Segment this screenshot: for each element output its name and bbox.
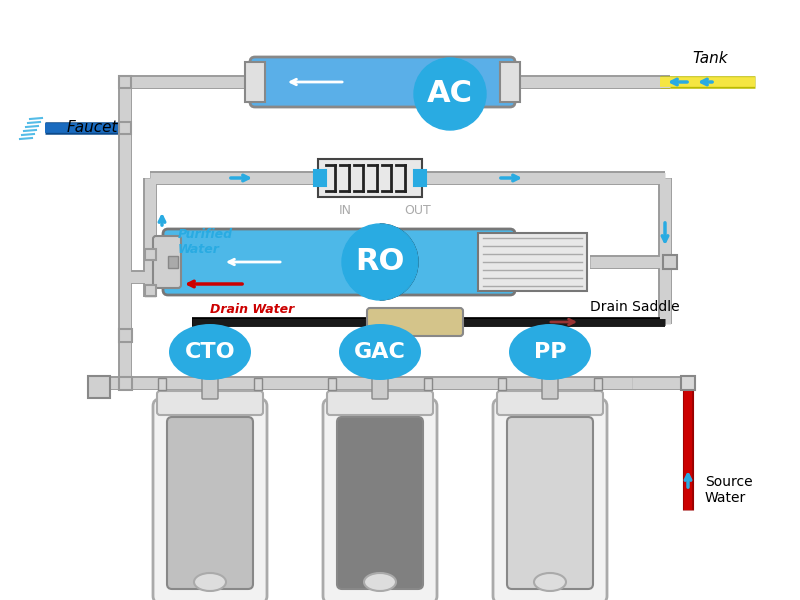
Bar bbox=[424, 378, 432, 390]
Text: OUT: OUT bbox=[405, 204, 431, 217]
Text: Drain Water: Drain Water bbox=[210, 303, 294, 316]
Ellipse shape bbox=[339, 324, 421, 380]
Ellipse shape bbox=[509, 324, 591, 380]
FancyBboxPatch shape bbox=[250, 57, 515, 107]
Text: PP: PP bbox=[534, 342, 566, 362]
Bar bbox=[681, 376, 695, 390]
Text: RO: RO bbox=[355, 247, 405, 277]
Bar bbox=[119, 76, 131, 88]
Bar bbox=[498, 378, 506, 390]
Circle shape bbox=[414, 58, 486, 130]
Text: AC: AC bbox=[427, 79, 473, 109]
Circle shape bbox=[342, 224, 418, 300]
FancyBboxPatch shape bbox=[153, 236, 181, 288]
Bar bbox=[119, 377, 132, 390]
FancyBboxPatch shape bbox=[167, 417, 253, 589]
Text: Source
Water: Source Water bbox=[705, 475, 753, 505]
FancyBboxPatch shape bbox=[478, 233, 587, 291]
Bar bbox=[119, 122, 131, 134]
Ellipse shape bbox=[169, 324, 251, 380]
FancyBboxPatch shape bbox=[157, 391, 263, 415]
Bar bbox=[314, 170, 326, 186]
Bar bbox=[328, 378, 336, 390]
FancyBboxPatch shape bbox=[337, 417, 423, 589]
Text: Purified
Water: Purified Water bbox=[178, 228, 233, 256]
Text: IN: IN bbox=[338, 204, 351, 217]
Text: Drain Saddle: Drain Saddle bbox=[590, 300, 680, 314]
Bar bbox=[145, 249, 156, 260]
Bar bbox=[414, 170, 426, 186]
Bar bbox=[254, 378, 262, 390]
Text: Tank: Tank bbox=[692, 51, 728, 66]
FancyBboxPatch shape bbox=[497, 391, 603, 415]
Ellipse shape bbox=[364, 573, 396, 591]
Wedge shape bbox=[380, 224, 418, 300]
FancyBboxPatch shape bbox=[163, 229, 515, 295]
FancyBboxPatch shape bbox=[493, 399, 607, 600]
FancyBboxPatch shape bbox=[318, 159, 422, 197]
FancyBboxPatch shape bbox=[507, 417, 593, 589]
Bar bbox=[145, 285, 156, 296]
FancyBboxPatch shape bbox=[323, 399, 437, 600]
Bar bbox=[168, 256, 178, 268]
Text: CTO: CTO bbox=[185, 342, 235, 362]
FancyBboxPatch shape bbox=[372, 363, 388, 399]
Ellipse shape bbox=[534, 573, 566, 591]
FancyBboxPatch shape bbox=[367, 308, 463, 336]
Bar bbox=[88, 376, 110, 398]
FancyBboxPatch shape bbox=[202, 363, 218, 399]
FancyBboxPatch shape bbox=[327, 391, 433, 415]
Ellipse shape bbox=[194, 573, 226, 591]
Bar bbox=[158, 378, 166, 390]
FancyBboxPatch shape bbox=[542, 363, 558, 399]
Text: Faucet: Faucet bbox=[66, 121, 118, 136]
Bar bbox=[245, 62, 265, 102]
Bar bbox=[500, 62, 520, 102]
Bar bbox=[663, 255, 677, 269]
Text: GAC: GAC bbox=[354, 342, 406, 362]
Bar bbox=[119, 329, 132, 342]
FancyBboxPatch shape bbox=[153, 399, 267, 600]
Bar bbox=[594, 378, 602, 390]
